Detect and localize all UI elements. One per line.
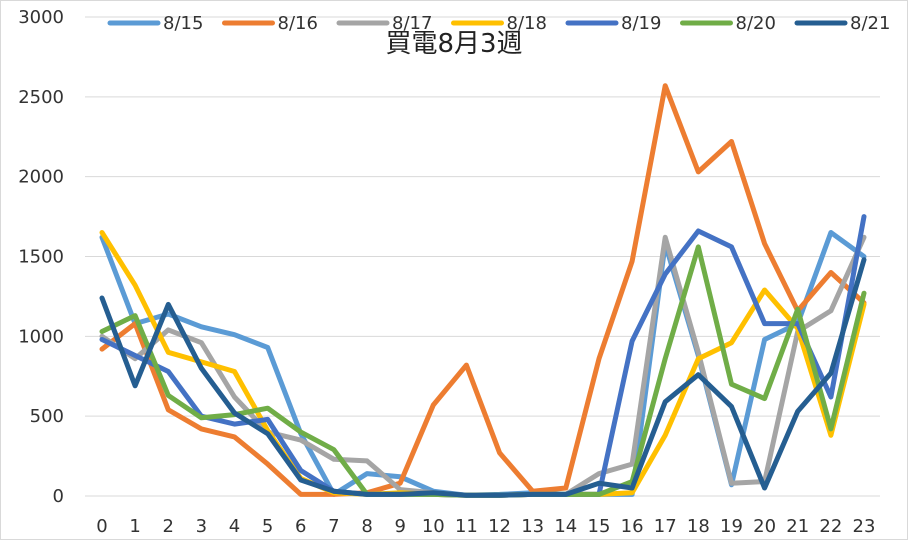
x-tick-label: 11 xyxy=(455,516,478,537)
x-tick-label: 1 xyxy=(129,516,140,537)
y-tick-label: 1000 xyxy=(18,326,64,347)
x-tick-label: 16 xyxy=(621,516,644,537)
x-tick-label: 6 xyxy=(295,516,306,537)
legend-label: 8/21 xyxy=(850,13,890,34)
x-axis-ticks: 0 1 2 3 4 5 6 7 8 9 10 11 12 13 14 15 16 17 18 19 20 21 22 23 xyxy=(96,516,875,537)
x-tick-label: 17 xyxy=(654,516,677,537)
x-tick-label: 22 xyxy=(819,516,842,537)
x-tick-label: 13 xyxy=(521,516,544,537)
y-tick-label: 500 xyxy=(30,406,64,427)
series-line-8-16 xyxy=(99,83,867,497)
x-tick-label: 21 xyxy=(786,516,809,537)
x-tick-label: 18 xyxy=(687,516,710,537)
y-tick-label: 2500 xyxy=(18,87,64,108)
x-tick-label: 7 xyxy=(328,516,339,537)
x-tick-label: 4 xyxy=(229,516,240,537)
legend-label: 8/18 xyxy=(507,13,547,34)
legend-label: 8/19 xyxy=(621,13,661,34)
x-tick-label: 20 xyxy=(753,516,776,537)
series-lines xyxy=(99,83,867,498)
x-tick-label: 10 xyxy=(422,516,445,537)
gridlines xyxy=(85,16,880,497)
legend: 8/15 8/16 8/17 8/18 8/19 8/20 8/21 xyxy=(107,13,890,34)
legend-label: 8/17 xyxy=(392,13,432,34)
x-tick-label: 8 xyxy=(361,516,372,537)
y-axis-ticks: 0 500 1000 1500 2000 2500 3000 xyxy=(18,7,64,507)
legend-label: 8/20 xyxy=(736,13,776,34)
x-tick-label: 9 xyxy=(394,516,405,537)
legend-label: 8/15 xyxy=(163,13,203,34)
chart-title: 買電8月3週 xyxy=(385,29,522,59)
x-tick-label: 15 xyxy=(588,516,611,537)
x-tick-label: 12 xyxy=(488,516,511,537)
legend-label: 8/16 xyxy=(278,13,318,34)
x-tick-label: 5 xyxy=(262,516,273,537)
x-tick-label: 0 xyxy=(96,516,107,537)
x-tick-label: 3 xyxy=(196,516,207,537)
x-tick-label: 19 xyxy=(720,516,743,537)
x-tick-label: 2 xyxy=(163,516,174,537)
x-tick-label: 23 xyxy=(853,516,876,537)
y-tick-label: 3000 xyxy=(18,7,64,28)
series-line-8-21 xyxy=(99,257,867,498)
y-tick-label: 0 xyxy=(53,486,64,507)
y-tick-label: 2000 xyxy=(18,167,64,188)
x-tick-label: 14 xyxy=(554,516,577,537)
y-tick-label: 1500 xyxy=(18,247,64,268)
